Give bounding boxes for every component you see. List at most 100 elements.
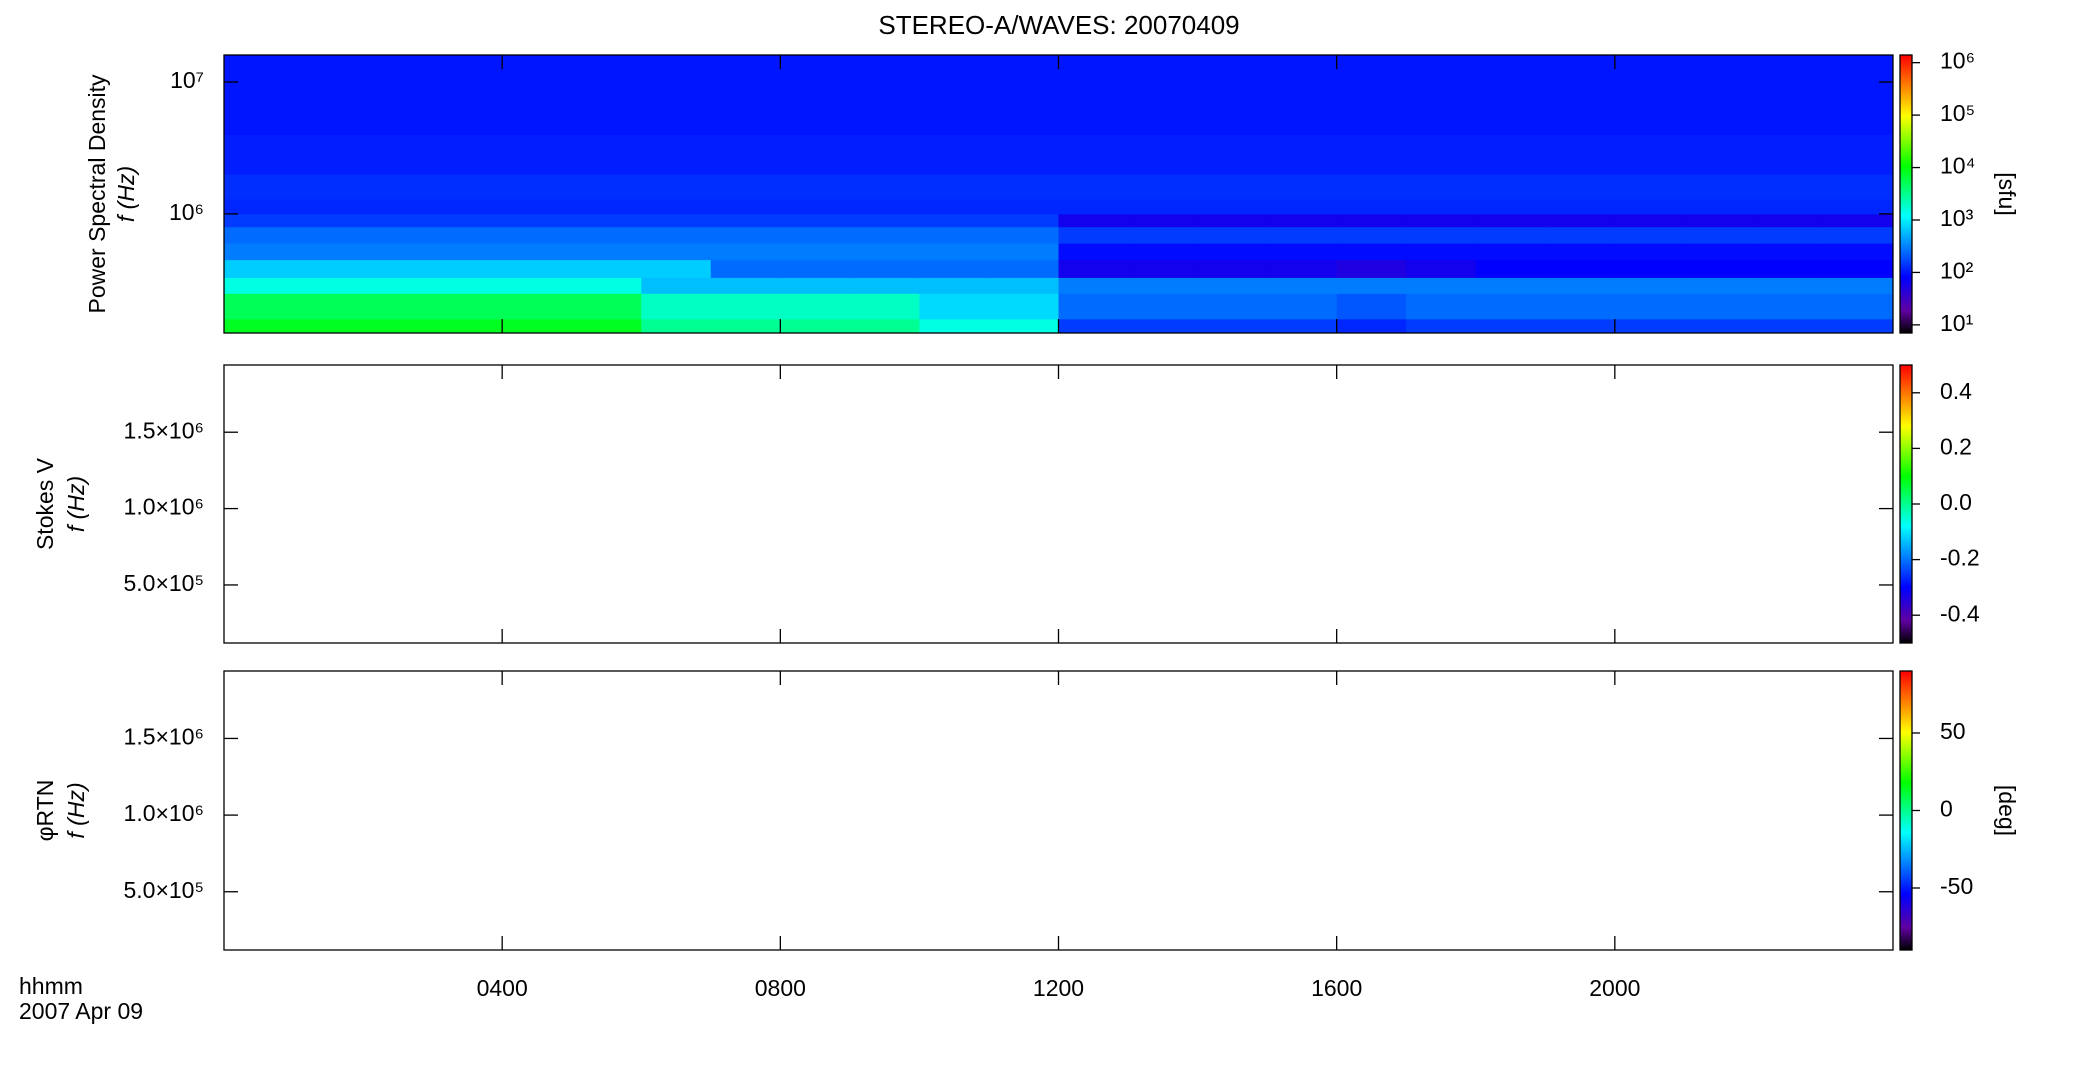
cell	[1058, 318, 1129, 334]
cell	[502, 243, 573, 261]
cell	[1058, 277, 1129, 294]
cell	[1267, 318, 1338, 334]
cell	[1267, 134, 1338, 175]
cell	[224, 174, 295, 200]
y-tick-label: 10⁷	[170, 67, 204, 93]
cell	[1545, 55, 1616, 135]
cell	[1267, 259, 1338, 278]
cell	[849, 174, 920, 200]
cell	[1753, 293, 1824, 320]
cell	[1753, 259, 1824, 278]
cell	[1545, 174, 1616, 200]
cell	[571, 277, 642, 294]
cell	[1058, 198, 1129, 215]
cell	[571, 293, 642, 320]
y-tick-label: 1.0×10⁶	[124, 800, 204, 826]
cell	[1753, 55, 1824, 135]
cell	[502, 134, 573, 175]
cell	[1684, 134, 1755, 175]
cell	[1753, 318, 1824, 334]
cell	[641, 277, 712, 294]
cell	[571, 213, 642, 228]
cell	[1823, 277, 1894, 294]
cell	[919, 213, 990, 228]
cell	[780, 174, 851, 200]
cell	[1614, 134, 1685, 175]
y-tick-label: 1.5×10⁶	[124, 417, 204, 443]
cell	[1545, 243, 1616, 261]
cell	[363, 174, 434, 200]
cell	[849, 259, 920, 278]
colorbar-tick-label: 10³	[1940, 205, 1974, 231]
cell	[1267, 226, 1338, 244]
cell	[988, 226, 1059, 244]
cell	[1336, 318, 1407, 334]
cell	[849, 318, 920, 334]
cell	[224, 198, 295, 215]
cell	[1684, 277, 1755, 294]
cell	[1128, 243, 1199, 261]
cell	[641, 318, 712, 334]
colorbar-label: [sfu]	[1994, 172, 2020, 215]
cell	[1406, 198, 1477, 215]
cell	[1406, 318, 1477, 334]
y-axis-label: Power Spectral Density	[84, 74, 110, 314]
cell	[1128, 226, 1199, 244]
cell	[502, 318, 573, 334]
cell	[919, 243, 990, 261]
spectrogram	[224, 55, 1894, 334]
cell	[1684, 318, 1755, 334]
cell	[363, 293, 434, 320]
cell	[363, 226, 434, 244]
cell	[1058, 134, 1129, 175]
colorbar-tick-label: 0.4	[1940, 378, 1972, 404]
cell	[432, 226, 503, 244]
cell	[1197, 213, 1268, 228]
cell	[1336, 226, 1407, 244]
cell	[571, 55, 642, 135]
cell	[1336, 293, 1407, 320]
cell	[849, 134, 920, 175]
cell	[1128, 213, 1199, 228]
cell	[641, 226, 712, 244]
cell	[849, 198, 920, 215]
cell	[641, 293, 712, 320]
cell	[1128, 318, 1199, 334]
cell	[988, 293, 1059, 320]
cell	[1545, 277, 1616, 294]
cell	[1267, 198, 1338, 215]
plot-frame	[223, 364, 1894, 644]
cell	[1197, 277, 1268, 294]
cell	[1475, 198, 1546, 215]
cell	[363, 259, 434, 278]
cell	[1475, 134, 1546, 175]
cell	[1058, 259, 1129, 278]
cell	[224, 293, 295, 320]
cell	[1614, 277, 1685, 294]
cell	[1128, 134, 1199, 175]
cell	[641, 134, 712, 175]
x-tick-label: 1200	[1033, 975, 1084, 1001]
cell	[1058, 213, 1129, 228]
cell	[502, 259, 573, 278]
cell	[988, 174, 1059, 200]
cell	[1336, 277, 1407, 294]
cell	[1058, 243, 1129, 261]
cell	[432, 198, 503, 215]
cell	[641, 174, 712, 200]
cell	[1267, 174, 1338, 200]
cell	[1475, 174, 1546, 200]
cell	[1406, 226, 1477, 244]
colorbar-tick-label: 0	[1940, 796, 1953, 822]
cell	[1753, 226, 1824, 244]
y-axis-label: Stokes V	[32, 457, 58, 550]
cell	[293, 55, 364, 135]
cell	[988, 243, 1059, 261]
cell	[1058, 174, 1129, 200]
cell	[363, 213, 434, 228]
cell	[1197, 259, 1268, 278]
cell	[1545, 198, 1616, 215]
cell	[710, 55, 781, 135]
y-tick-label: 10⁶	[169, 199, 204, 225]
cell	[1614, 55, 1685, 135]
